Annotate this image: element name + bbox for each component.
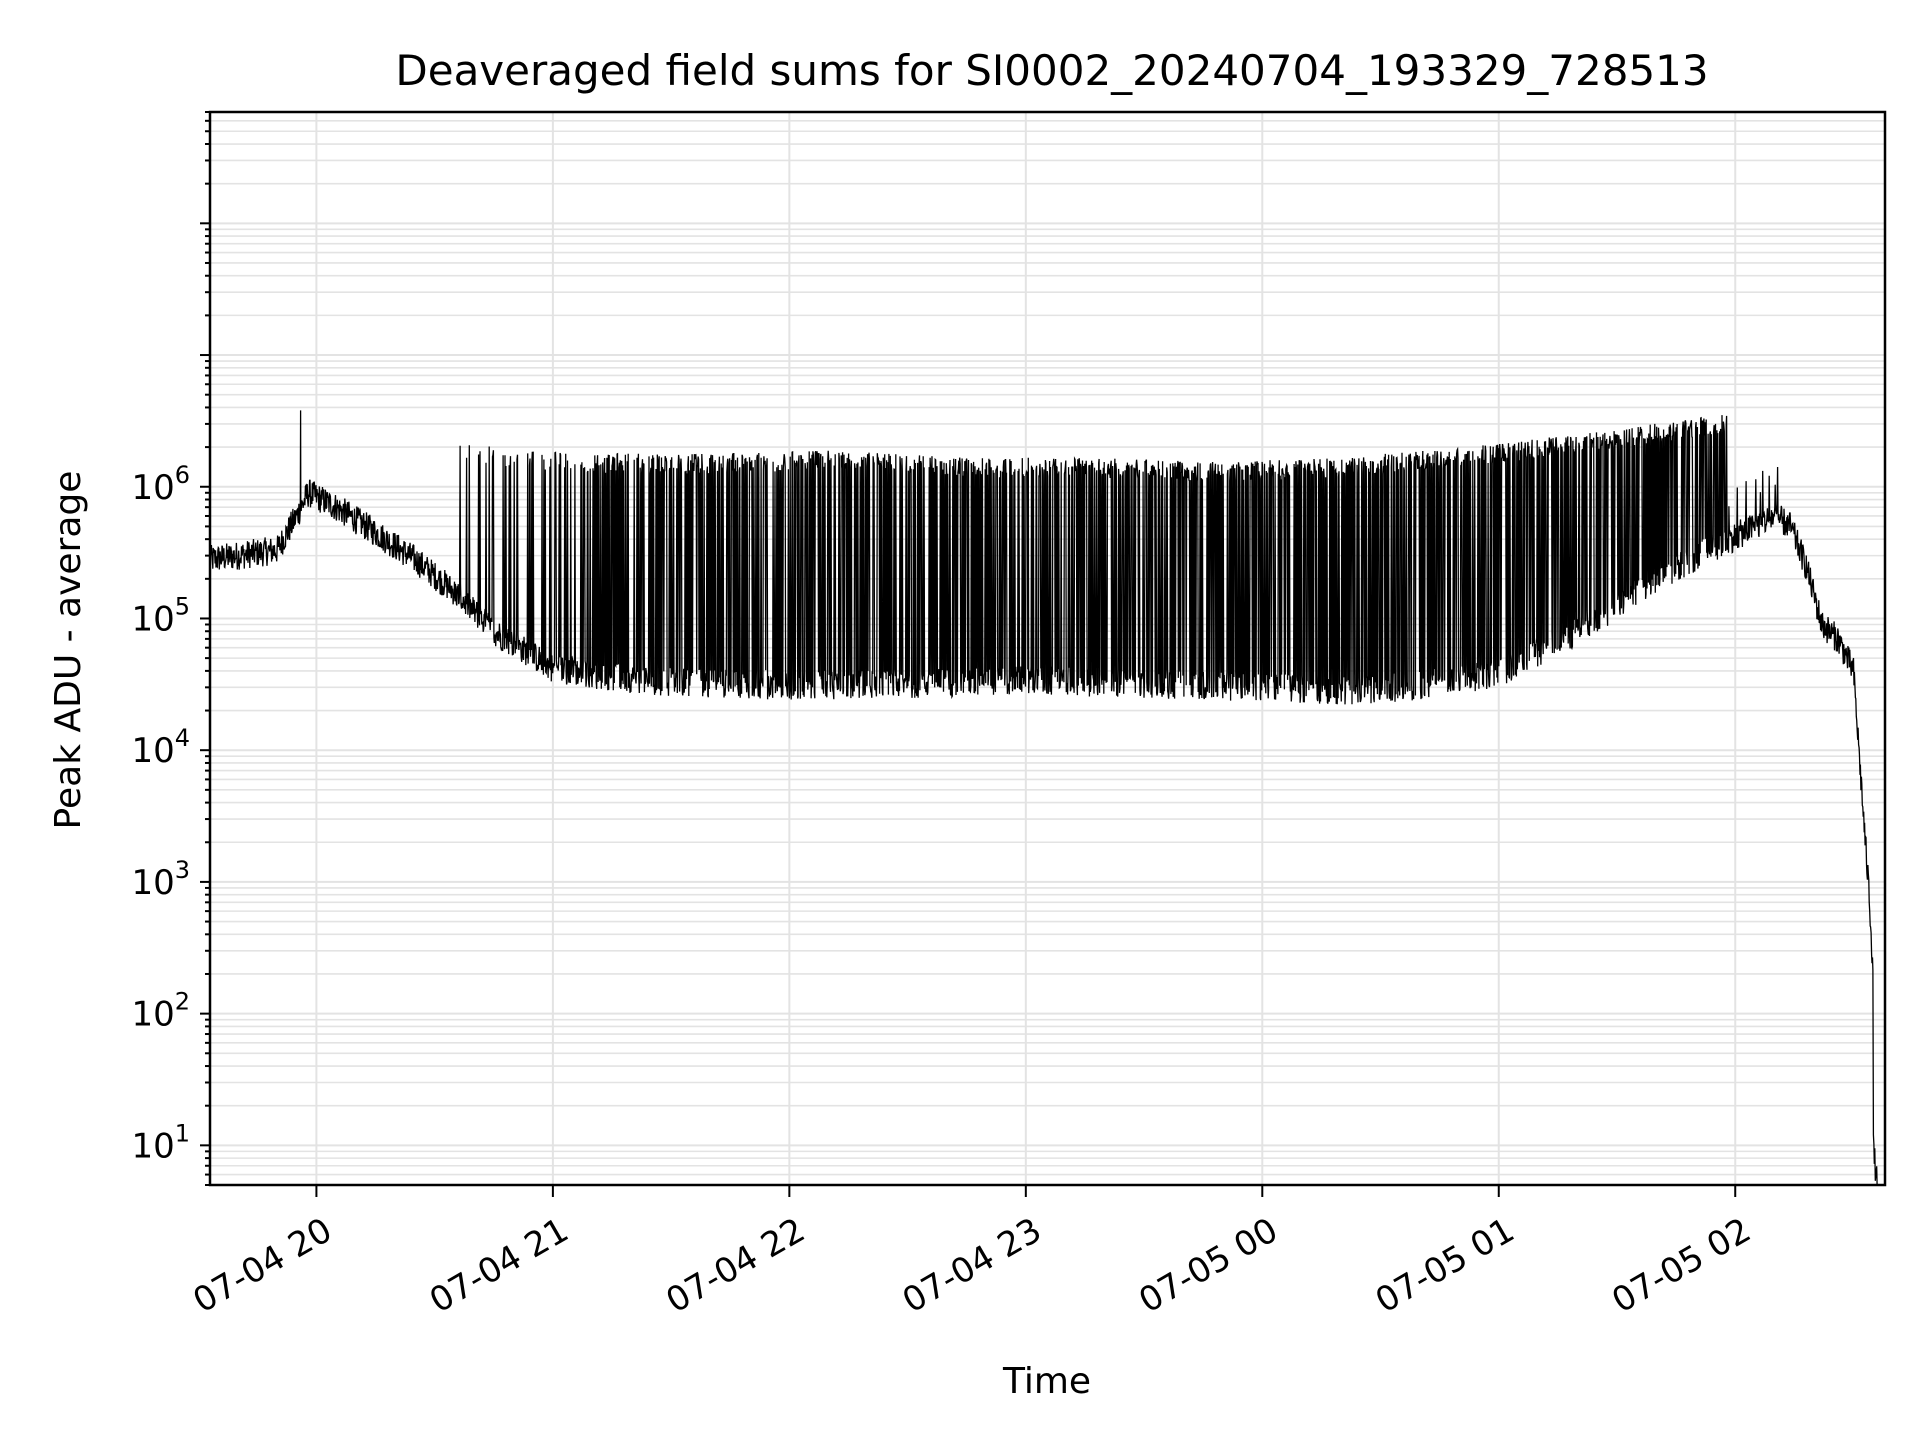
- y-axis: 101 102 103 104 105 106: [131, 111, 210, 1186]
- y-tick-label: 106: [131, 461, 190, 508]
- y-tick-label: 103: [131, 856, 190, 903]
- y-axis-label: Peak ADU - average: [48, 471, 89, 830]
- y-tick-label: 105: [131, 592, 190, 639]
- x-axis-label: Time: [1002, 1361, 1091, 1402]
- y-tick-label: 104: [131, 724, 190, 771]
- y-tick-label: 101: [131, 1119, 190, 1166]
- series-line: [209, 410, 1878, 1186]
- series-path: [209, 410, 1878, 1186]
- chart-title: Deaveraged field sums for SI0002_2024070…: [395, 46, 1708, 95]
- y-tick-label: 102: [131, 988, 190, 1035]
